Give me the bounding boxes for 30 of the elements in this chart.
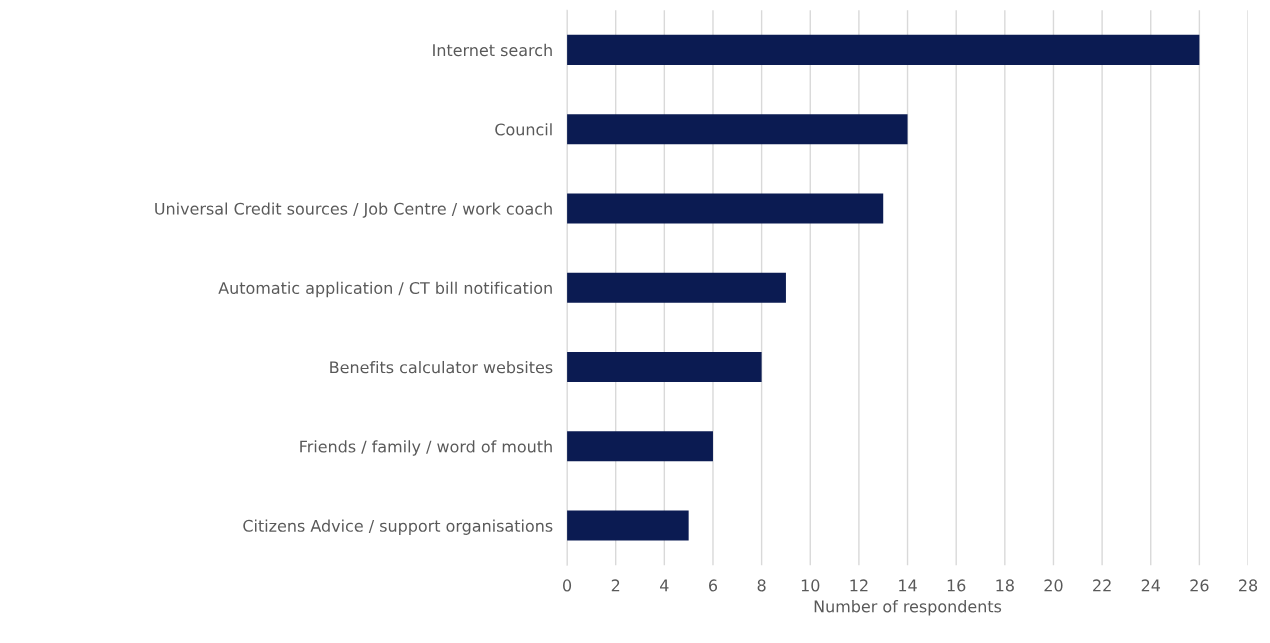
bar: [567, 272, 786, 303]
x-tick-label: 14: [899, 579, 917, 592]
x-tick-label: 16: [947, 579, 966, 592]
y-tick-label: Council: [495, 123, 552, 136]
x-tick-label: 20: [1044, 579, 1063, 592]
bar: [567, 193, 884, 224]
x-tick-label: 18: [996, 579, 1014, 592]
x-tick-label: 0: [563, 579, 572, 592]
x-tick-label: 22: [1093, 579, 1111, 592]
x-tick-label: 8: [757, 579, 766, 592]
y-tick-label: Internet search: [433, 43, 552, 57]
x-tick-label: 10: [801, 579, 820, 592]
y-tick-label: Friends / family / word of mouth: [300, 440, 552, 456]
y-tick-label: Universal Credit sources / Job Centre / work coach: [155, 202, 552, 218]
bar: [567, 351, 762, 383]
x-tick-label: 6: [709, 579, 718, 592]
x-tick-label: 12: [850, 579, 868, 592]
y-tick-label: Citizens Advice / support organisations: [243, 519, 553, 535]
bar: [567, 431, 713, 462]
x-tick-label: 28: [1239, 579, 1258, 592]
y-tick-label: Automatic application / CT bill notification: [218, 281, 552, 298]
y-tick-label: Benefits calculator websites: [330, 360, 553, 374]
bar: [567, 114, 908, 145]
x-axis-title: Number of respondents: [814, 600, 1002, 616]
x-tick-label: 26: [1190, 579, 1209, 592]
x-tick-label: 4: [660, 579, 669, 592]
bar: [567, 34, 1200, 65]
bar: [567, 510, 689, 541]
x-tick-label: 2: [611, 579, 620, 592]
x-tick-label: 24: [1141, 579, 1161, 592]
